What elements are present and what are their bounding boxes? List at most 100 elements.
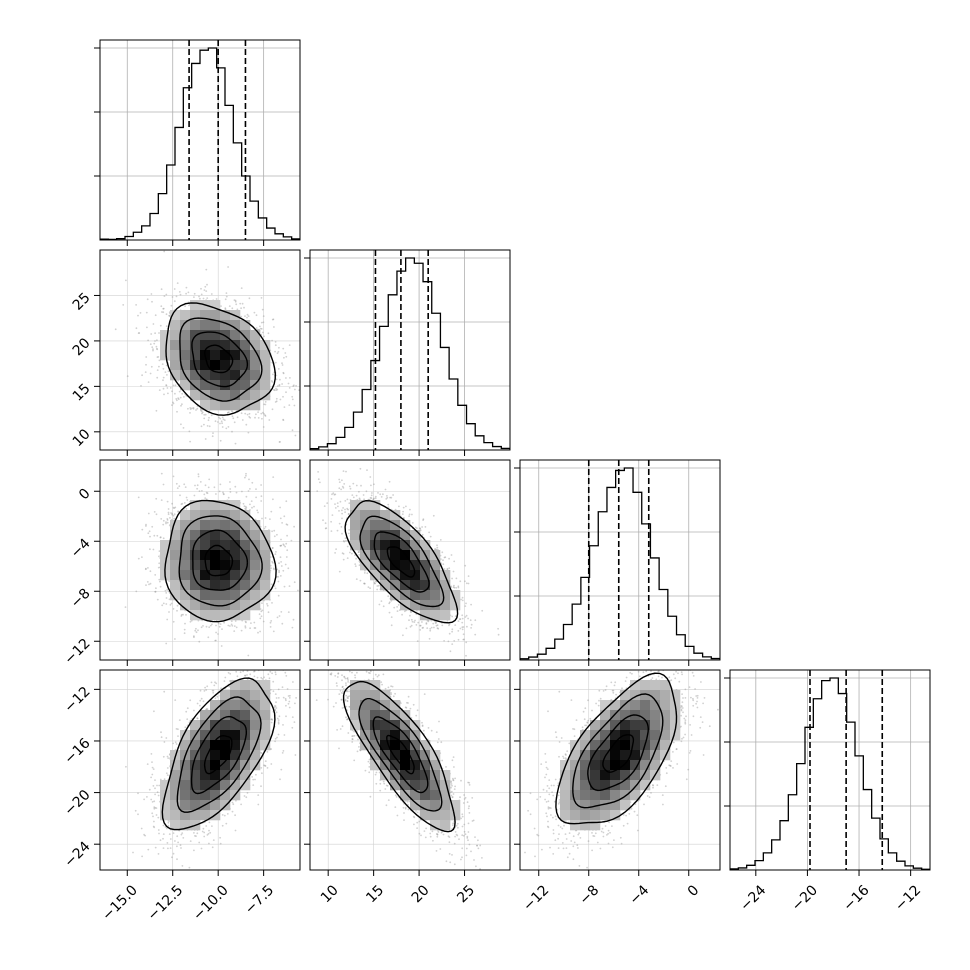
- sample-point: [222, 418, 225, 421]
- panel-content: [100, 460, 300, 660]
- sample-point: [241, 490, 243, 493]
- sample-point: [207, 486, 210, 489]
- density-cell: [240, 510, 251, 521]
- sample-point: [280, 768, 283, 771]
- sample-point: [369, 476, 372, 478]
- sample-point: [246, 313, 249, 316]
- sample-point: [213, 684, 216, 687]
- sample-point: [380, 600, 383, 602]
- sample-point: [279, 441, 281, 443]
- sample-point: [273, 568, 275, 571]
- sample-point: [244, 625, 247, 627]
- sample-point: [279, 378, 281, 381]
- sample-point: [430, 626, 433, 629]
- sample-point: [162, 379, 164, 382]
- sample-point: [251, 506, 253, 509]
- density-cell: [260, 390, 271, 401]
- sample-point: [286, 534, 288, 537]
- sample-point: [255, 413, 257, 416]
- sample-point: [267, 673, 270, 676]
- sample-point: [341, 512, 343, 515]
- sample-point: [259, 617, 262, 620]
- sample-point: [386, 496, 389, 499]
- sample-point: [223, 621, 226, 624]
- sample-point: [253, 627, 256, 629]
- sample-point: [341, 517, 343, 520]
- density-cell: [200, 340, 211, 351]
- sample-point: [260, 676, 263, 679]
- sample-point: [234, 620, 237, 622]
- sample-point: [184, 622, 186, 625]
- sample-point: [348, 485, 351, 488]
- sample-point: [206, 283, 208, 286]
- sample-point: [251, 656, 253, 658]
- density-cell: [260, 550, 271, 561]
- sample-point: [176, 487, 179, 489]
- density-cell: [420, 560, 431, 571]
- sample-point: [204, 686, 207, 689]
- sample-point: [346, 498, 349, 501]
- sample-point: [261, 609, 264, 612]
- sample-point: [285, 556, 288, 558]
- density-cell: [170, 330, 181, 341]
- density-cell: [210, 580, 221, 591]
- sample-point: [173, 300, 176, 303]
- sample-point: [435, 624, 438, 627]
- sample-point: [285, 391, 287, 394]
- sample-point: [175, 398, 178, 400]
- sample-point: [264, 415, 267, 417]
- sample-point: [259, 327, 262, 330]
- sample-point: [183, 632, 186, 635]
- sample-point: [459, 627, 462, 630]
- density-cell: [190, 340, 201, 351]
- sample-point: [221, 416, 224, 419]
- sample-point: [158, 365, 160, 368]
- sample-point: [165, 592, 168, 594]
- sample-point: [138, 332, 141, 334]
- sample-point: [186, 718, 189, 721]
- sample-point: [402, 506, 405, 509]
- panel-frame: [99, 459, 301, 661]
- sample-point: [230, 623, 233, 626]
- sample-point: [186, 499, 189, 501]
- density-cell: [250, 340, 261, 351]
- sample-point: [448, 624, 450, 627]
- sample-point: [260, 297, 263, 299]
- sample-point: [272, 318, 275, 321]
- sample-point: [125, 279, 127, 282]
- sample-point: [409, 611, 412, 613]
- sample-point: [429, 629, 432, 632]
- sample-point: [287, 695, 290, 697]
- sample-point: [204, 484, 207, 487]
- histogram-2: [520, 467, 720, 660]
- sample-point: [166, 618, 169, 621]
- sample-point: [355, 484, 358, 487]
- sample-point: [177, 397, 180, 399]
- density-cell: [410, 560, 421, 571]
- sample-point: [214, 420, 217, 423]
- sample-point: [457, 585, 460, 588]
- sample-point: [272, 373, 274, 376]
- sample-point: [346, 557, 349, 559]
- density-cell: [230, 370, 241, 381]
- sample-point: [263, 413, 265, 415]
- density-cell: [260, 560, 271, 571]
- sample-point: [179, 494, 181, 497]
- sample-point: [278, 441, 281, 443]
- sample-point: [274, 709, 277, 712]
- density-cell: [180, 530, 191, 541]
- density-cell: [220, 380, 231, 391]
- sample-point: [387, 503, 390, 506]
- sample-point: [240, 307, 243, 310]
- sample-point: [351, 494, 354, 496]
- sample-point: [446, 620, 449, 622]
- density-cell: [230, 570, 241, 581]
- sample-point: [197, 475, 200, 478]
- density-cell: [180, 560, 191, 571]
- sample-point: [183, 628, 186, 631]
- sample-point: [408, 515, 410, 517]
- sample-point: [208, 478, 211, 481]
- density-cell: [240, 560, 251, 571]
- sample-point: [147, 848, 150, 851]
- sample-point: [170, 512, 172, 514]
